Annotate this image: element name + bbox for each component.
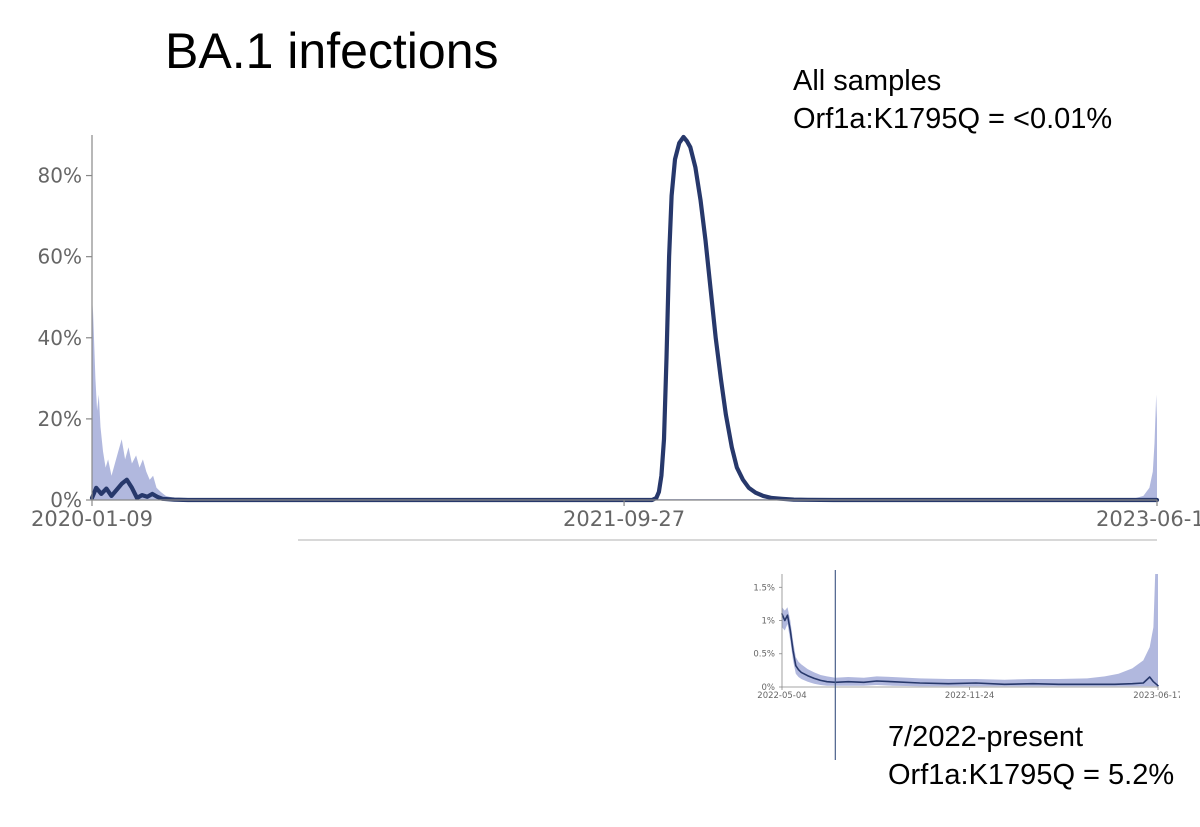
annotation-all-samples-line2: Orf1a:K1795Q = <0.01%: [793, 103, 1113, 135]
annotation-recent-line2: Orf1a:K1795Q = 5.2%: [888, 759, 1175, 791]
inset-frequency-line: [781, 613, 1159, 687]
inset-y-tick-label: 0.5%: [753, 650, 775, 660]
main-y-tick-label: 40%: [38, 326, 82, 350]
main-chart: 0% 20% 40% 60% 80% 2020-01-09 2021-09-27 2023-0…: [31, 134, 1200, 541]
main-y-tick-label: 0%: [50, 488, 82, 512]
inset-axes: 0% 0.5% 1% 1.5% 2022-05-04 2022-11-24 2023-06-…: [753, 570, 1180, 760]
annotation-recent-line1: 7/2022-present: [888, 721, 1084, 753]
main-y-tick-label: 80%: [38, 164, 82, 188]
main-x-tick-label: 2021-09-27: [563, 507, 685, 531]
page-title: BA.1 infections: [165, 23, 499, 79]
annotation-recent: 7/2022-present Orf1a:K1795Q = 5.2%: [888, 718, 1174, 794]
annotation-all-samples: All samples Orf1a:K1795Q = <0.01%: [793, 62, 1112, 138]
inset-chart: 0% 0.5% 1% 1.5% 2022-05-04 2022-11-24 2023-06-…: [753, 570, 1180, 760]
inset-x-tick-label: 2023-06-17: [1133, 691, 1180, 701]
inset-confidence-band: [782, 574, 1158, 687]
main-band-layer: [92, 305, 1157, 500]
inset-x-tick-label: 2022-05-04: [757, 691, 806, 701]
annotation-all-samples-line1: All samples: [793, 65, 942, 97]
inset-line-layer: [781, 613, 1159, 687]
inset-y-tick-label: 0%: [762, 683, 776, 693]
main-line-layer: [89, 134, 1160, 503]
main-x-tick-label: 2020-01-09: [31, 507, 153, 531]
inset-band-layer: [782, 574, 1158, 687]
inset-y-tick-label: 1%: [762, 617, 776, 627]
main-y-tick-label: 20%: [38, 407, 82, 431]
main-frequency-line: [89, 134, 1160, 503]
main-confidence-band: [92, 305, 1157, 500]
main-y-tick-label: 60%: [38, 245, 82, 269]
inset-x-tick-label: 2022-11-24: [945, 691, 994, 701]
inset-y-tick-label: 1.5%: [753, 583, 775, 593]
main-axes: 0% 20% 40% 60% 80% 2020-01-09 2021-09-27 2023-0…: [31, 135, 1200, 531]
main-x-tick-label: 2023-06-17: [1096, 507, 1200, 531]
